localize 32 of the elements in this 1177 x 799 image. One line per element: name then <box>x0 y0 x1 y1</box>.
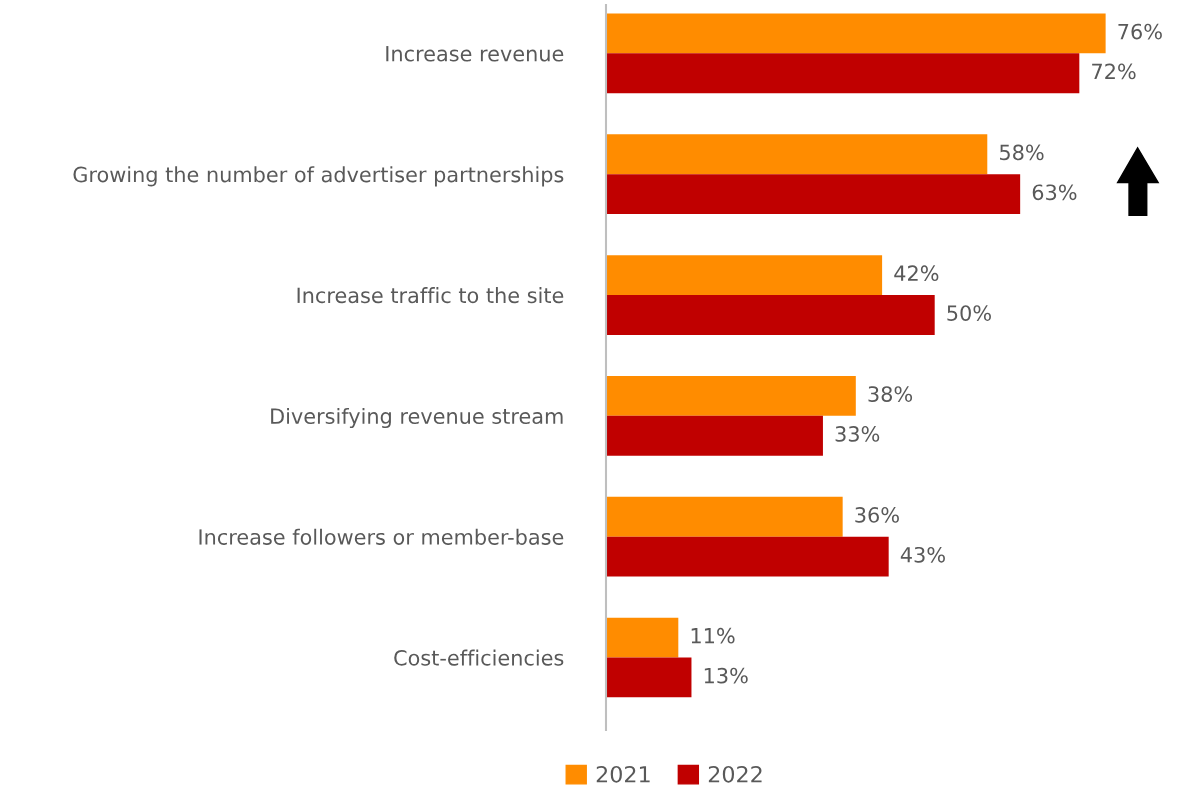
data-label: 13% <box>704 667 748 684</box>
bar <box>606 13 1106 54</box>
bar <box>606 134 988 175</box>
bar <box>606 657 692 698</box>
y-tick-label: Diversifying revenue stream <box>271 407 563 429</box>
bar <box>606 415 823 456</box>
bar <box>606 617 679 658</box>
y-tick-label: Increase traffic to the site <box>297 287 564 304</box>
y-tick-label: Growing the number of advertiser partnerships <box>73 166 564 187</box>
y-tick-label: Increase revenue <box>386 46 564 62</box>
data-label: 50% <box>947 305 991 321</box>
data-label: 43% <box>900 546 945 563</box>
bar <box>606 174 1021 215</box>
data-label: 76% <box>1118 23 1162 40</box>
bar <box>606 375 856 416</box>
data-label: 33% <box>835 426 880 442</box>
data-label: 72% <box>1092 63 1136 80</box>
y-tick-label: Increase followers or member-base <box>199 528 564 545</box>
data-label: 36% <box>855 507 899 523</box>
data-label: 63% <box>1032 184 1077 201</box>
legend-label: 2022 <box>708 765 762 783</box>
bar <box>606 53 1080 94</box>
bar <box>606 255 883 295</box>
data-label: 11% <box>691 627 735 644</box>
data-label: 42% <box>894 265 939 282</box>
y-tick-label: Cost-efficiencies <box>394 649 564 666</box>
bar <box>606 536 889 577</box>
data-label: 38% <box>868 386 913 402</box>
bar <box>606 295 935 335</box>
bar <box>606 496 843 537</box>
legend-label: 2021 <box>596 765 650 783</box>
data-label: 58% <box>1000 144 1044 161</box>
